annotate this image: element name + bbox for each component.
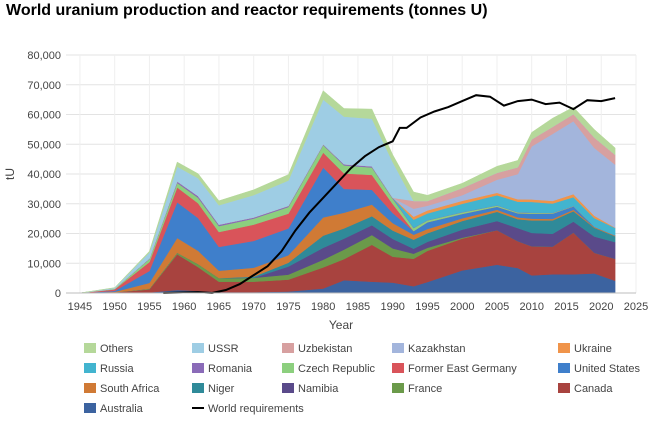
legend-label: Ukraine: [574, 343, 612, 355]
x-tick-label: 1975: [276, 301, 300, 313]
legend-label: Canada: [574, 383, 613, 395]
y-tick-label: 80,000: [27, 50, 61, 62]
legend: Others USSR Uzbekistan Kazakhstan Ukraine Rus…: [84, 343, 641, 415]
legend-label: Romania: [208, 363, 253, 375]
x-tick-label: 1985: [346, 301, 370, 313]
legend-item-kazakhstan: Kazakhstan: [392, 343, 465, 355]
legend-item-world-requirements: World requirements: [192, 403, 304, 415]
legend-item-former-east-germany: Former East Germany: [392, 363, 517, 375]
x-tick-label: 2010: [519, 301, 543, 313]
x-tick-label: 1960: [172, 301, 196, 313]
requirements-line: [163, 94, 616, 295]
x-tick-label: 1990: [380, 301, 404, 313]
x-tick-label: 1970: [241, 301, 265, 313]
y-tick-label: 50,000: [27, 139, 61, 151]
legend-label: Russia: [100, 363, 135, 375]
legend-item-namibia: Namibia: [282, 383, 339, 395]
y-tick-label: 60,000: [27, 110, 61, 122]
legend-swatch: [84, 343, 96, 353]
legend-item-australia: Australia: [84, 403, 144, 415]
y-tick-label: 70,000: [27, 80, 61, 92]
x-tick-label: 2005: [485, 301, 509, 313]
stacked-areas: [79, 90, 616, 294]
x-tick-label: 2015: [554, 301, 578, 313]
legend-swatch: [392, 383, 404, 393]
legend-item-ussr: USSR: [192, 343, 239, 355]
legend-label: USSR: [208, 343, 239, 355]
y-tick-label: 30,000: [27, 199, 61, 211]
legend-swatch: [192, 383, 204, 393]
x-tick-label: 1945: [68, 301, 92, 313]
legend-label: Namibia: [298, 383, 339, 395]
legend-item-niger: Niger: [192, 383, 235, 395]
legend-swatch: [392, 363, 404, 373]
legend-label: Australia: [100, 403, 144, 415]
y-tick-label: 0: [55, 288, 61, 300]
y-tick-label: 10,000: [27, 258, 61, 270]
axes: 0 10,000 20,000 30,000 40,000 50,000 60,000 70,…: [27, 50, 648, 313]
legend-item-others: Others: [84, 343, 134, 355]
x-tick-label: 1955: [137, 301, 161, 313]
y-tick-label: 20,000: [27, 229, 61, 241]
legend-item-czech-republic: Czech Republic: [282, 363, 376, 375]
y-tick-label: 40,000: [27, 169, 61, 181]
legend-label: France: [408, 383, 442, 395]
x-tick-label: 1980: [311, 301, 335, 313]
legend-swatch: [84, 403, 96, 413]
legend-swatch: [282, 363, 294, 373]
legend-swatch: [392, 343, 404, 353]
legend-swatch: [192, 363, 204, 373]
legend-swatch: [558, 383, 570, 393]
x-axis-label: Year: [329, 318, 353, 332]
x-tick-label: 1995: [415, 301, 439, 313]
legend-swatch: [84, 363, 96, 373]
legend-item-united-states: United States: [558, 363, 641, 375]
legend-swatch: [558, 363, 570, 373]
area-others: [79, 90, 616, 294]
legend-swatch: [84, 383, 96, 393]
legend-item-uzbekistan: Uzbekistan: [282, 343, 352, 355]
legend-label: Uzbekistan: [298, 343, 352, 355]
x-tick-label: 1965: [207, 301, 231, 313]
legend-label: Kazakhstan: [408, 343, 465, 355]
x-tick-label: 1950: [102, 301, 126, 313]
legend-swatch: [192, 343, 204, 353]
legend-item-south-africa: South Africa: [84, 383, 160, 395]
legend-item-romania: Romania: [192, 363, 253, 375]
chart-title: World uranium production and reactor req…: [6, 2, 488, 19]
legend-swatch: [558, 343, 570, 353]
legend-label: Niger: [208, 383, 235, 395]
legend-label: United States: [574, 363, 641, 375]
x-tick-label: 2000: [450, 301, 474, 313]
x-tick-label: 2020: [589, 301, 613, 313]
y-axis-label: tU: [3, 168, 17, 180]
legend-label: Others: [100, 343, 134, 355]
requirements-line-group: [163, 94, 616, 295]
legend-item-russia: Russia: [84, 363, 135, 375]
legend-label: Former East Germany: [408, 363, 517, 375]
legend-item-ukraine: Ukraine: [558, 343, 612, 355]
legend-swatch: [282, 383, 294, 393]
legend-item-canada: Canada: [558, 383, 613, 395]
legend-label: Czech Republic: [298, 363, 376, 375]
legend-swatch: [282, 343, 294, 353]
x-tick-label: 2025: [624, 301, 648, 313]
legend-label: South Africa: [100, 383, 160, 395]
legend-label: World requirements: [208, 403, 304, 415]
legend-item-france: France: [392, 383, 442, 395]
